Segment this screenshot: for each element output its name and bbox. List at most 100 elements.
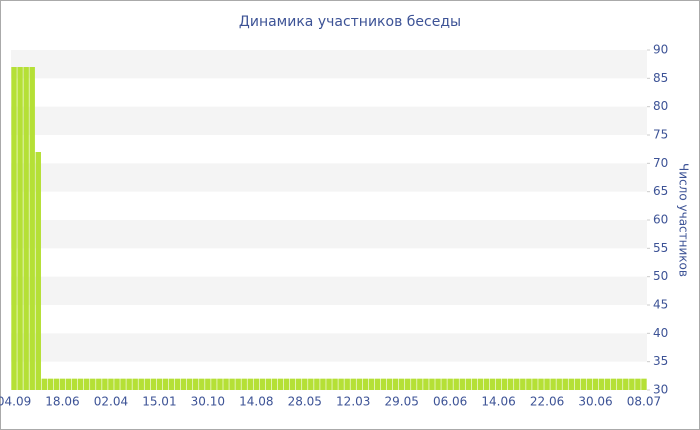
bar xyxy=(459,378,465,390)
y-axis-label: Число участников xyxy=(677,163,691,277)
bar xyxy=(41,378,48,390)
bar xyxy=(235,378,241,390)
x-tick-label: 15.01 xyxy=(142,395,176,409)
x-tick-label: 18.06 xyxy=(45,395,79,409)
bar xyxy=(332,378,338,390)
bar xyxy=(120,378,126,390)
bar xyxy=(586,378,593,390)
y-tick-label: 40 xyxy=(653,326,668,340)
bar xyxy=(326,378,332,390)
bar xyxy=(507,378,514,390)
bar xyxy=(580,378,587,390)
bar xyxy=(241,378,247,390)
bar xyxy=(489,378,496,390)
bar xyxy=(59,378,66,390)
bar xyxy=(629,378,635,390)
bar xyxy=(302,378,308,390)
bar xyxy=(53,378,60,390)
bar xyxy=(398,378,405,390)
bar xyxy=(247,378,253,390)
bar xyxy=(83,378,90,390)
bar xyxy=(429,378,435,390)
x-tick-label: 30.10 xyxy=(191,395,225,409)
bar xyxy=(223,378,229,390)
bar xyxy=(174,378,181,390)
bar xyxy=(598,378,605,390)
bar xyxy=(556,378,562,390)
bar xyxy=(374,378,381,390)
bar xyxy=(11,67,17,390)
bar xyxy=(453,378,459,390)
y-tick-label: 35 xyxy=(653,354,668,368)
x-tick-label: 29.05 xyxy=(385,395,419,409)
bar xyxy=(47,378,54,390)
bar xyxy=(144,378,151,390)
x-tick-label: 08.07 xyxy=(627,395,661,409)
bar xyxy=(447,378,453,390)
x-tick-label: 22.06 xyxy=(530,395,564,409)
bar xyxy=(205,378,211,390)
bar xyxy=(610,378,617,390)
bar xyxy=(283,378,290,390)
bar xyxy=(635,378,641,390)
bar xyxy=(495,378,502,390)
bar xyxy=(550,378,556,390)
bar xyxy=(405,378,411,390)
bar xyxy=(259,378,266,390)
y-tick-label: 70 xyxy=(653,156,668,170)
bar xyxy=(520,378,526,390)
bar xyxy=(338,378,344,390)
bar xyxy=(17,67,23,390)
grid-band xyxy=(11,163,647,192)
bar xyxy=(562,378,568,390)
x-tick-label: 14.08 xyxy=(239,395,273,409)
y-tick-label: 80 xyxy=(653,99,668,113)
bar xyxy=(380,378,387,390)
bar xyxy=(289,378,296,390)
bar xyxy=(617,378,623,390)
bar xyxy=(344,378,350,390)
bar xyxy=(411,378,417,390)
bar xyxy=(295,378,302,390)
bar xyxy=(435,378,441,390)
bar xyxy=(217,378,223,390)
bar xyxy=(90,378,96,390)
y-tick-label: 75 xyxy=(653,128,668,142)
bar xyxy=(29,67,35,390)
bar xyxy=(65,378,72,390)
bar xyxy=(386,378,393,390)
bar xyxy=(623,378,629,390)
x-tick-label: 14.06 xyxy=(481,395,515,409)
bar xyxy=(108,378,114,390)
bar xyxy=(538,378,544,390)
bar xyxy=(356,378,363,390)
y-tick-label: 50 xyxy=(653,269,668,283)
bar xyxy=(574,378,581,390)
y-tick-label: 55 xyxy=(653,241,668,255)
grid-band xyxy=(11,220,647,249)
bar xyxy=(138,378,144,390)
bar xyxy=(350,378,356,390)
bar xyxy=(320,378,326,390)
y-tick-label: 65 xyxy=(653,184,668,198)
bar xyxy=(592,378,599,390)
bar xyxy=(423,378,429,390)
bar xyxy=(271,378,278,390)
bar xyxy=(102,378,108,390)
x-tick-label: 28.05 xyxy=(288,395,322,409)
bar xyxy=(441,378,447,390)
bar xyxy=(77,378,84,390)
bar xyxy=(514,378,520,390)
bar xyxy=(162,378,169,390)
bar xyxy=(150,378,157,390)
bar xyxy=(193,378,199,390)
bar xyxy=(253,378,260,390)
x-tick-label: 04.09 xyxy=(0,395,31,409)
bar xyxy=(199,378,205,390)
bar xyxy=(471,378,478,390)
bar xyxy=(71,378,78,390)
bar xyxy=(114,378,120,390)
x-tick-label: 30.06 xyxy=(578,395,612,409)
bar xyxy=(265,378,272,390)
